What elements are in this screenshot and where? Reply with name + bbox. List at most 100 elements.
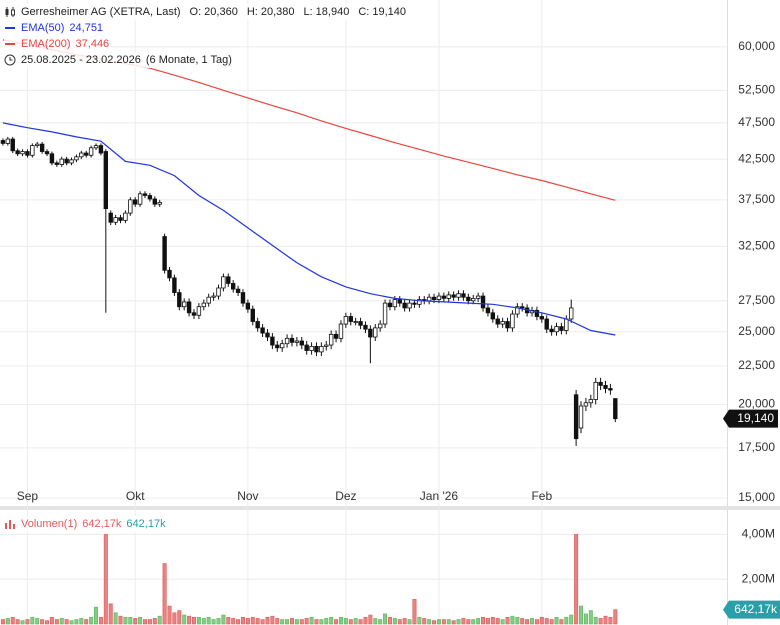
volume-bar bbox=[603, 615, 608, 625]
candle-body bbox=[485, 307, 491, 314]
candle-body bbox=[279, 343, 285, 349]
candle-body bbox=[569, 307, 574, 320]
candle-body bbox=[593, 381, 598, 400]
candle-body bbox=[328, 333, 334, 346]
candle-body bbox=[108, 212, 113, 223]
y-tick-label: 27,500 bbox=[738, 293, 775, 307]
candle-body bbox=[534, 309, 540, 317]
volume-bar bbox=[103, 534, 108, 625]
ohlc-key: H: bbox=[246, 6, 258, 18]
ohlc-value: 20,360 bbox=[204, 6, 238, 18]
volume-bar bbox=[143, 619, 148, 625]
range-row: 25.08.2025 - 23.02.2026 (6 Monate, 1 Tag… bbox=[4, 52, 235, 68]
candle-body bbox=[436, 295, 442, 300]
candle-body bbox=[157, 202, 162, 205]
y-tick-label: 47,500 bbox=[738, 115, 775, 129]
y-tick-label: 37,500 bbox=[738, 192, 775, 206]
volume-bar bbox=[196, 616, 201, 625]
volume-bar bbox=[593, 616, 598, 625]
candle-body bbox=[186, 301, 192, 314]
candle-body bbox=[84, 152, 89, 156]
volume-bar bbox=[613, 609, 618, 625]
header-row: Gerresheimer AG (XETRA, Last) O: 20,360 H:… bbox=[4, 4, 409, 20]
candle-body bbox=[88, 147, 94, 156]
volume-row: Volumen(1) 642,17k 642,17k bbox=[4, 516, 169, 532]
volume-bar bbox=[436, 619, 441, 625]
volume-bar bbox=[20, 620, 25, 625]
volume-bar bbox=[59, 618, 64, 625]
candle-body bbox=[5, 138, 11, 144]
volume-bar bbox=[15, 619, 20, 625]
legend-value: 24,751 bbox=[69, 22, 104, 34]
volume-bar bbox=[319, 619, 324, 625]
candle-body bbox=[578, 405, 584, 429]
ohlc-key: C: bbox=[358, 6, 370, 18]
candle-body bbox=[539, 316, 545, 320]
volume-bar bbox=[441, 619, 446, 625]
period: (6 Monate, 1 Tag) bbox=[145, 54, 232, 66]
volume-tag bbox=[723, 600, 780, 619]
panel-separator bbox=[0, 506, 780, 510]
y-tick-label: 22,500 bbox=[738, 358, 775, 372]
legend-swatch bbox=[5, 43, 15, 45]
volume-bar bbox=[348, 619, 353, 625]
candle-body bbox=[44, 151, 50, 155]
x-tick-label: Okt bbox=[126, 489, 145, 503]
volume-bar bbox=[446, 619, 451, 625]
candle-body bbox=[137, 193, 143, 205]
candle-body bbox=[260, 327, 265, 334]
volume-bar bbox=[138, 616, 143, 625]
volume-bar bbox=[363, 616, 368, 625]
volume-bar bbox=[588, 610, 593, 625]
candle-body bbox=[466, 296, 471, 302]
legend-row: EMA(50) 24,751 bbox=[4, 20, 107, 36]
candle-body bbox=[412, 302, 417, 305]
volume-bar bbox=[10, 616, 15, 625]
x-tick-label: Nov bbox=[237, 489, 258, 503]
legend-name: EMA(50) bbox=[21, 22, 65, 34]
candle-body bbox=[79, 152, 84, 158]
ohlc-key: O: bbox=[189, 6, 202, 18]
candle-body bbox=[608, 388, 613, 391]
candle-body bbox=[358, 321, 363, 326]
volume-bar bbox=[226, 616, 231, 625]
volume-bar bbox=[152, 618, 157, 625]
candle-body bbox=[368, 328, 373, 338]
candle-body bbox=[353, 321, 358, 323]
candle-body bbox=[505, 321, 510, 329]
volume-bar bbox=[432, 620, 437, 625]
volume-bar bbox=[373, 618, 378, 625]
x-tick-label: Jan '26 bbox=[420, 489, 459, 503]
candle-body bbox=[500, 321, 505, 325]
candle-body bbox=[495, 318, 500, 325]
volume-bar bbox=[520, 618, 525, 625]
candle-body bbox=[603, 385, 608, 389]
candle-body bbox=[544, 318, 549, 330]
y-tick-label: 20,000 bbox=[738, 397, 775, 411]
volume-bar bbox=[98, 616, 103, 625]
candle-body bbox=[172, 277, 177, 293]
candle-body bbox=[343, 316, 349, 325]
volume-bar bbox=[505, 616, 510, 625]
volume-bar bbox=[49, 616, 54, 625]
candle-body bbox=[387, 302, 393, 308]
volume-icon bbox=[5, 520, 15, 529]
volume-bar bbox=[211, 619, 216, 625]
volume-bar bbox=[412, 599, 417, 625]
legend-row: EMA(200) 37,446 bbox=[4, 36, 113, 52]
volume-bar bbox=[54, 619, 59, 625]
candle-body bbox=[64, 158, 69, 164]
candle-body bbox=[240, 292, 246, 304]
candle-body bbox=[206, 296, 211, 304]
price-tag bbox=[723, 409, 778, 428]
candle-body bbox=[299, 340, 304, 346]
candle-body bbox=[25, 151, 30, 156]
candle-body bbox=[69, 159, 74, 164]
candle-body bbox=[480, 295, 486, 309]
candle-body bbox=[255, 321, 260, 329]
candle-body bbox=[348, 316, 353, 322]
volume-bar bbox=[30, 616, 35, 625]
candle-body bbox=[554, 326, 559, 333]
candle-body bbox=[10, 138, 15, 152]
y-tick-label: 42,500 bbox=[738, 151, 775, 165]
